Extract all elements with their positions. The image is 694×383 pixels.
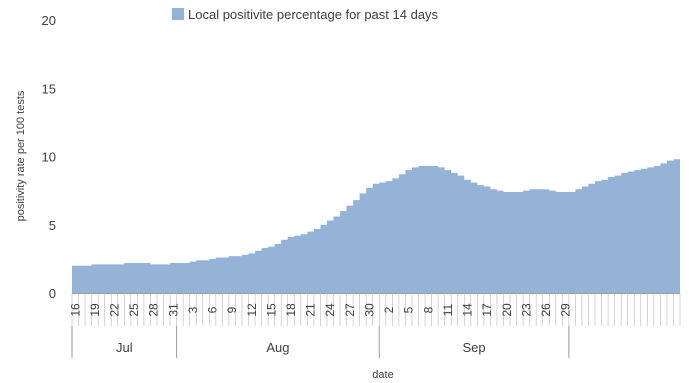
x-tick-label: 24: [323, 303, 337, 317]
x-tick-label: 23: [519, 303, 533, 317]
y-axis-title: positivity rate per 100 tests: [15, 90, 27, 221]
legend-swatch: [172, 8, 184, 20]
month-label: Aug: [266, 340, 289, 355]
month-label: Sep: [463, 340, 486, 355]
x-tick-label: 11: [441, 303, 455, 316]
y-axis-ticks: 0 5 10 15 20: [42, 13, 56, 301]
legend: Local positivite percentage for past 14 …: [172, 7, 439, 22]
legend-label: Local positivite percentage for past 14 …: [188, 7, 439, 22]
x-tick-label: 14: [461, 303, 475, 317]
x-tick-label: 27: [343, 303, 357, 317]
y-tick-label: 10: [42, 150, 56, 165]
x-tick-label: 18: [284, 303, 298, 317]
x-tick-label: 12: [245, 303, 259, 317]
x-tick-label: 28: [147, 303, 161, 317]
y-tick-label: 0: [49, 286, 56, 301]
x-tick-label: 8: [421, 306, 435, 313]
x-axis-title: date: [372, 369, 393, 381]
x-tick-label: 17: [480, 303, 494, 317]
x-tick-label: 21: [304, 303, 318, 317]
x-tick-label: 9: [225, 306, 239, 313]
x-tick-label: 19: [88, 303, 102, 317]
x-tick-label: 30: [363, 303, 377, 317]
y-tick-label: 20: [42, 13, 56, 28]
month-label: Jul: [116, 340, 133, 355]
x-tick-label: 2: [382, 306, 396, 313]
x-tick-label: 26: [539, 303, 553, 317]
x-tick-label: 6: [206, 306, 220, 313]
x-tick-label: 22: [108, 303, 122, 317]
positivity-area: [72, 159, 680, 293]
x-tick-label: 25: [127, 303, 141, 317]
x-tick-label: 5: [402, 306, 416, 313]
x-tick-label: 3: [186, 306, 200, 313]
x-tick-label: 20: [500, 303, 514, 317]
x-axis: 16 19 22 25 28 31 3 6 9 12 15 18 21 24 27 30 2 5 8 11 14 17 20…: [68, 293, 681, 358]
y-tick-label: 5: [49, 218, 56, 233]
x-tick-label: 31: [166, 303, 180, 317]
y-tick-label: 15: [42, 81, 56, 96]
x-tick-label: 29: [559, 303, 573, 317]
x-tick-label: 16: [68, 303, 82, 317]
x-tick-label: 15: [264, 303, 278, 317]
